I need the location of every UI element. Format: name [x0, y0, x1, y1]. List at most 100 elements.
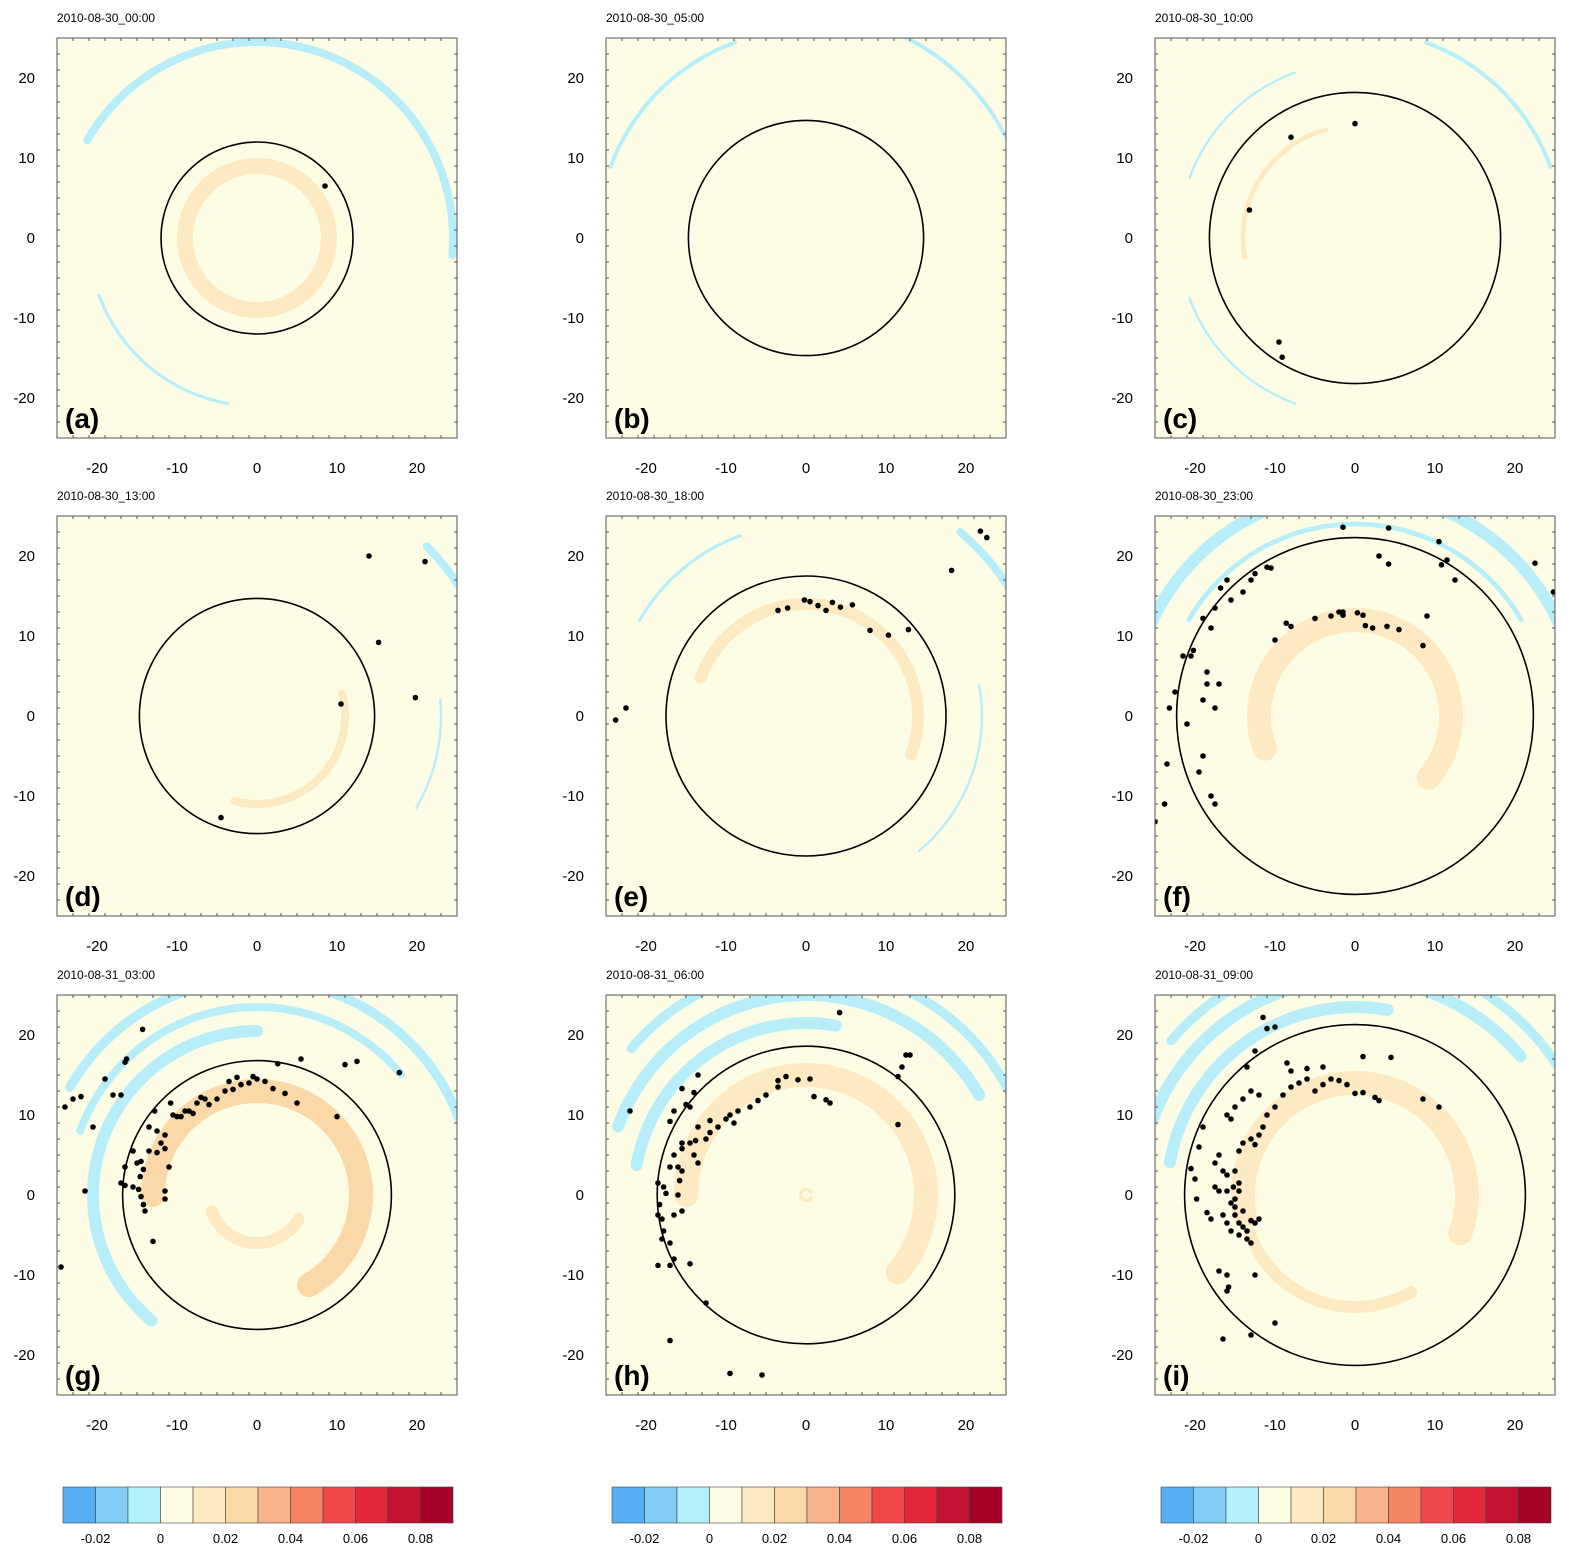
- colorbar-tick-label: 0.08: [957, 1531, 982, 1546]
- data-point: [123, 1056, 130, 1062]
- colorbar-tick-label: 0.06: [343, 1531, 368, 1546]
- colorbar-swatch: [1453, 1486, 1487, 1524]
- data-point: [282, 1090, 288, 1097]
- plot-area: [1155, 516, 1555, 896]
- data-point: [154, 1149, 160, 1156]
- positive-band: [230, 689, 350, 809]
- y-tick-label: 10: [567, 150, 584, 167]
- data-point: [226, 1078, 232, 1085]
- data-point: [1272, 637, 1278, 643]
- data-point: [695, 1160, 701, 1166]
- negative-band: [630, 1016, 842, 1172]
- data-point: [659, 1216, 665, 1222]
- colorbar-swatch: [387, 1486, 421, 1524]
- data-point: [70, 1096, 76, 1102]
- negative-band: [638, 534, 742, 622]
- colorbar-1: -0.02 0 0.02 0.04 0.06 0.08: [62, 1486, 454, 1546]
- colorbar-swatch: [1290, 1486, 1324, 1524]
- data-point: [1336, 1077, 1342, 1084]
- data-point: [1212, 801, 1218, 807]
- data-point: [1248, 1088, 1254, 1094]
- data-point: [1252, 1272, 1258, 1278]
- data-point: [1424, 613, 1430, 619]
- panel-label: (e): [614, 881, 648, 912]
- plot-frame: [1154, 994, 1556, 1396]
- panel-a: -20 -10 0 10 20 20 10 0 -10 -20 2010-08-30_00:00 (a…: [13, 11, 458, 477]
- data-point: [1369, 625, 1376, 631]
- colorbar-swatch: [355, 1486, 389, 1524]
- x-tick-label: 0: [1351, 1417, 1359, 1434]
- data-point: [1279, 354, 1285, 361]
- y-tick-label: -10: [1111, 310, 1133, 327]
- data-point: [1217, 585, 1224, 591]
- data-point: [671, 1256, 677, 1262]
- x-tick-label: -10: [715, 460, 737, 477]
- colorbar-swatch: [904, 1486, 938, 1524]
- x-tick-label: -10: [166, 1417, 188, 1434]
- x-tick-label: 20: [1507, 938, 1524, 955]
- data-point: [206, 1101, 212, 1108]
- data-point: [1240, 1096, 1246, 1102]
- x-tick-label: 20: [409, 460, 426, 477]
- y-tick-label: 10: [18, 1107, 35, 1124]
- data-point: [695, 1072, 701, 1078]
- negative-band: [608, 40, 737, 169]
- data-point: [1180, 653, 1186, 659]
- positive-band: [1240, 127, 1329, 260]
- data-point: [1264, 1112, 1270, 1118]
- data-point: [1240, 589, 1246, 595]
- colorbar-tick-label: 0.02: [1311, 1531, 1336, 1546]
- data-point: [1232, 1168, 1238, 1174]
- data-point: [948, 567, 955, 574]
- data-point: [1340, 524, 1346, 530]
- x-tick-label: -20: [635, 1417, 657, 1434]
- colorbar-swatch: [611, 1486, 645, 1524]
- data-point: [1260, 1014, 1266, 1021]
- panel-i: -20 -10 0 10 20 20 10 0 -10 -20 2010-08-31_09:00 (i…: [1111, 968, 1556, 1434]
- plot-frame: [56, 37, 458, 439]
- data-point: [1224, 577, 1230, 583]
- data-point: [1208, 793, 1214, 799]
- data-point: [122, 1182, 128, 1189]
- data-point: [667, 1337, 673, 1344]
- data-point: [683, 1101, 689, 1108]
- colorbar-tick-label: -0.02: [81, 1531, 111, 1546]
- data-point: [1200, 697, 1206, 703]
- x-tick-label: 20: [958, 938, 975, 955]
- data-point: [1161, 801, 1168, 807]
- data-point: [1280, 1092, 1286, 1098]
- data-point: [1252, 1141, 1258, 1148]
- data-point: [1240, 1208, 1246, 1214]
- plot-background: [1155, 995, 1555, 1395]
- y-tick-label: 20: [1116, 548, 1133, 565]
- data-point: [727, 1370, 733, 1377]
- data-point: [1312, 615, 1318, 622]
- negative-band: [1188, 71, 1296, 179]
- colorbar-swatch: [1225, 1486, 1259, 1524]
- x-tick-label: 0: [253, 1417, 261, 1434]
- data-point: [158, 1140, 164, 1146]
- data-point: [692, 1137, 699, 1144]
- data-point: [1272, 1024, 1278, 1030]
- data-point: [1200, 753, 1206, 759]
- data-point: [58, 1264, 64, 1270]
- negative-band: [917, 684, 984, 852]
- x-tick-label: -10: [1264, 938, 1286, 955]
- data-point: [849, 602, 856, 608]
- y-tick-label: 20: [18, 1027, 35, 1044]
- y-tick-label: -10: [13, 310, 35, 327]
- data-point: [1220, 1212, 1226, 1218]
- x-tick-label: -10: [1264, 1417, 1286, 1434]
- data-point: [1208, 625, 1214, 631]
- data-point: [907, 1052, 913, 1058]
- y-tick-label: 0: [1125, 708, 1133, 725]
- y-tick-label: -20: [562, 868, 584, 885]
- x-tick-label: 10: [329, 938, 346, 955]
- colorbar-swatch: [1193, 1486, 1227, 1524]
- data-point: [82, 1188, 88, 1194]
- colorbar-tick-label: 0.08: [1506, 1531, 1531, 1546]
- x-tick-label: -20: [1184, 460, 1206, 477]
- data-point: [234, 1074, 240, 1081]
- y-tick-label: 10: [18, 150, 35, 167]
- colorbar-swatch: [127, 1486, 161, 1524]
